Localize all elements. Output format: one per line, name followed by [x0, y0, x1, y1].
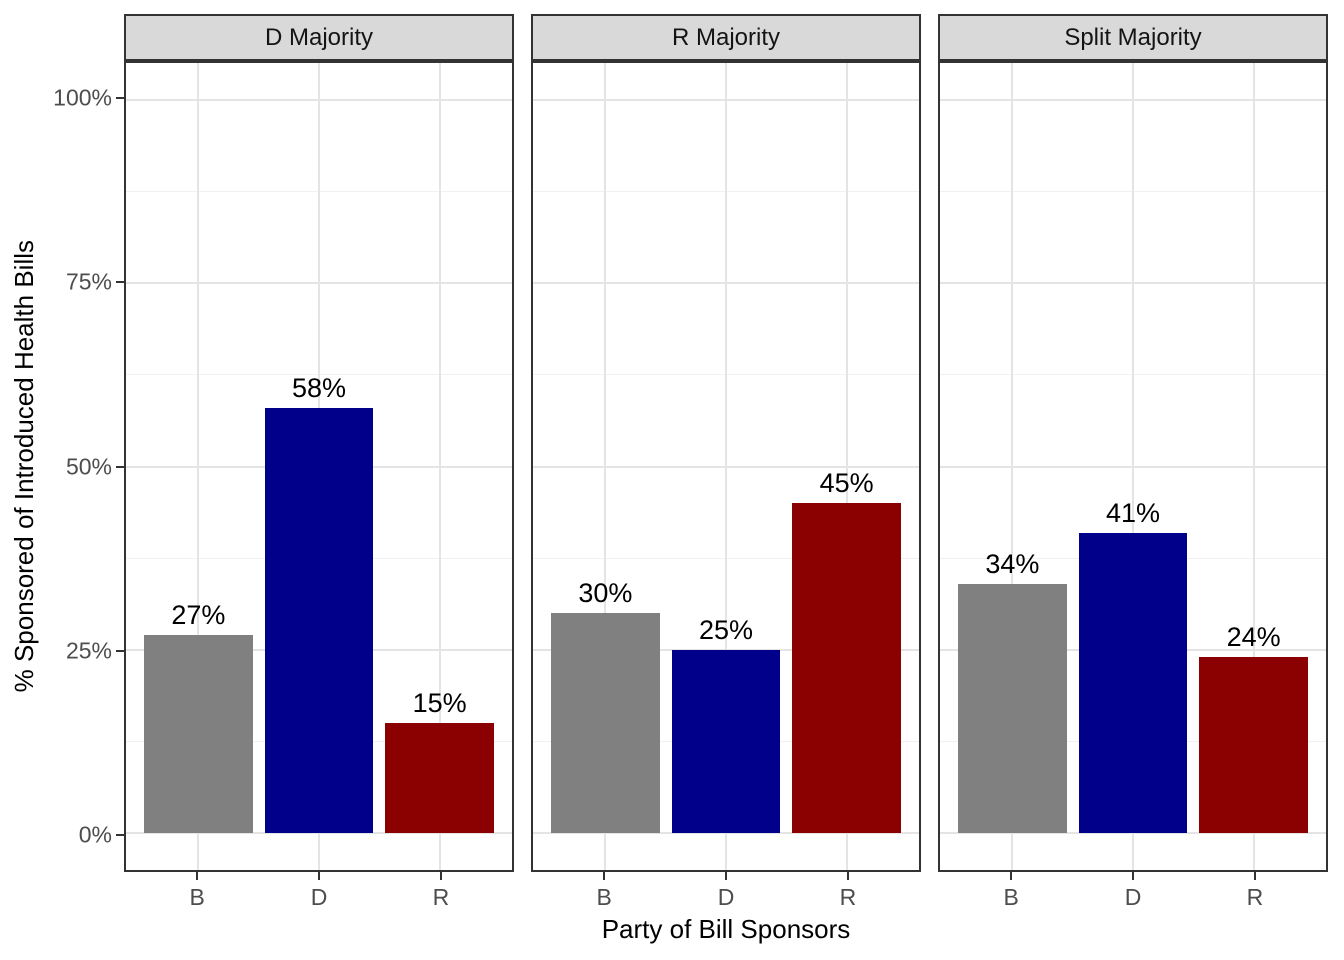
x-tick-mark: [318, 872, 320, 880]
x-tick-mark: [846, 872, 849, 880]
y-tick-mark: [116, 96, 124, 99]
facet-strip: D Majority: [124, 14, 514, 61]
y-tick-mark: [116, 649, 124, 652]
bar-value-label: 30%: [578, 578, 633, 609]
bar-r: [385, 723, 494, 834]
bar-b: [551, 613, 660, 834]
facet-panel: 30% 25% 45%: [531, 61, 921, 872]
bar-b: [958, 583, 1067, 834]
gridline-major-vertical: [438, 63, 441, 870]
x-axis-title: Party of Bill Sponsors: [601, 914, 851, 944]
x-tick-mark: [1132, 872, 1134, 880]
y-tick-mark: [116, 281, 124, 284]
facet-strip-label: R Majority: [671, 23, 780, 51]
y-tick-label: 100%: [53, 84, 112, 111]
y-tick-mark: [116, 465, 124, 468]
bar-value-label: 27%: [171, 600, 226, 631]
facet-strip-label: D Majority: [264, 23, 373, 51]
bar-d: [264, 407, 374, 834]
bar-d: [1078, 532, 1188, 834]
x-tick-mark: [1253, 872, 1256, 880]
facet-panel: 34% 41% 24%: [938, 61, 1328, 872]
x-category-label-r: R: [432, 884, 450, 910]
gridline-major-vertical: [1132, 63, 1134, 870]
x-category-label-b: B: [1003, 884, 1019, 910]
facet-panel: 27% 58% 15%: [124, 61, 514, 872]
x-category-label-r: R: [1246, 884, 1264, 910]
bar-value-label: 58%: [291, 372, 347, 403]
x-tick-mark: [439, 872, 442, 880]
bar-value-label: 41%: [1105, 497, 1161, 528]
bar-value-label: 25%: [698, 614, 754, 645]
facet-strip: R Majority: [531, 14, 921, 61]
x-category-label-d: D: [717, 884, 735, 910]
gridline-major-vertical: [845, 63, 848, 870]
x-tick-mark: [196, 872, 199, 880]
bar-d: [671, 649, 781, 834]
bar-b: [144, 635, 253, 834]
y-tick-label: 0%: [78, 821, 112, 848]
bar-value-label: 34%: [985, 548, 1040, 579]
bar-r: [792, 503, 901, 834]
x-tick-mark: [1010, 872, 1013, 880]
gridline-major-vertical: [197, 63, 200, 870]
bar-value-label: 15%: [412, 688, 467, 719]
y-tick-mark: [116, 834, 124, 837]
x-category-label-d: D: [310, 884, 328, 910]
gridline-major-vertical: [604, 63, 607, 870]
y-tick-label: 75%: [65, 268, 112, 295]
facet-strip-label: Split Majority: [1064, 23, 1202, 51]
bar-r: [1199, 657, 1308, 834]
bar-value-label: 45%: [819, 468, 874, 499]
x-tick-mark: [603, 872, 606, 880]
x-category-label-d: D: [1124, 884, 1142, 910]
x-category-label-r: R: [839, 884, 857, 910]
x-tick-mark: [725, 872, 727, 880]
bar-value-label: 24%: [1226, 622, 1281, 653]
y-tick-label: 25%: [65, 637, 112, 664]
facet-strip: Split Majority: [938, 14, 1328, 61]
gridline-major-vertical: [725, 63, 727, 870]
x-category-label-b: B: [596, 884, 612, 910]
y-tick-label: 50%: [65, 453, 112, 479]
gridline-major-vertical: [1011, 63, 1014, 870]
x-category-label-b: B: [189, 884, 205, 910]
gridline-major-vertical: [1252, 63, 1255, 870]
